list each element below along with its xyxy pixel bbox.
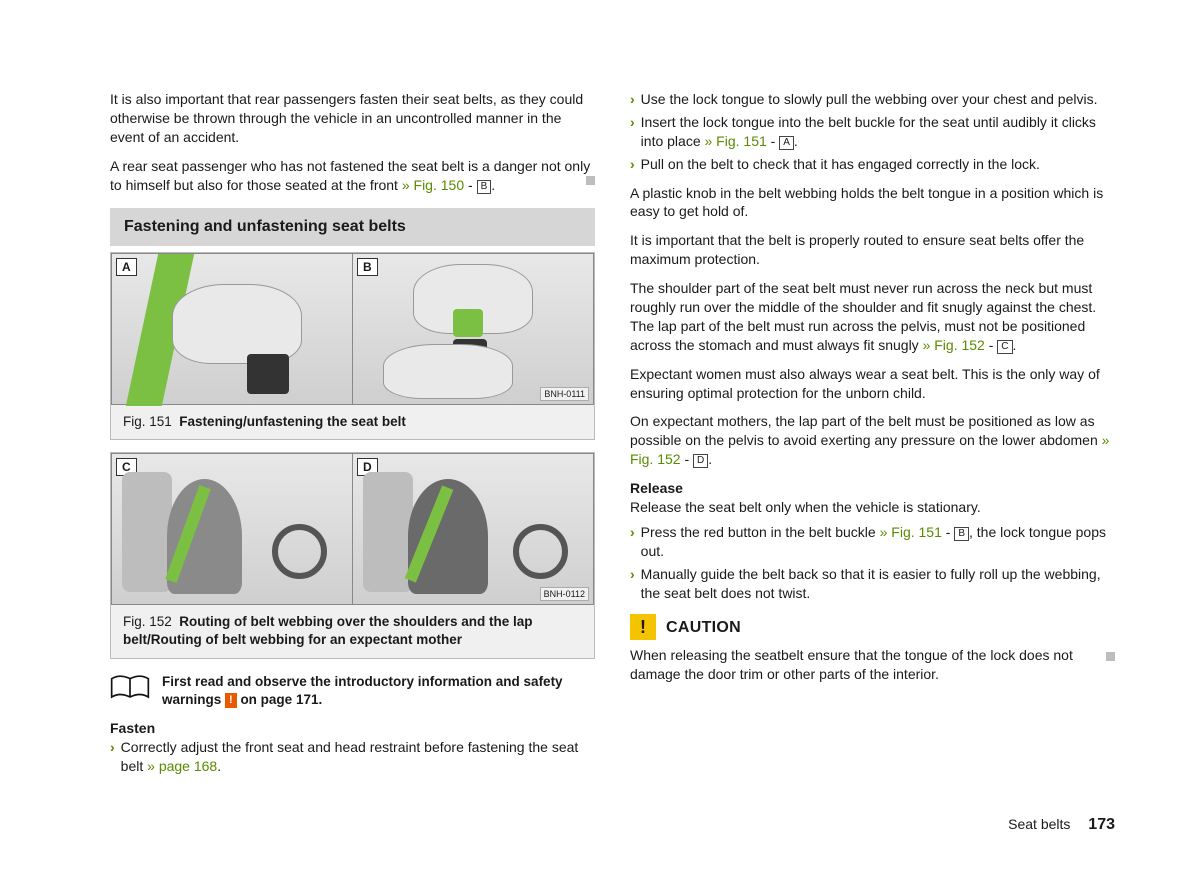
- fasten-step-1-text: Correctly adjust the front seat and head…: [121, 738, 595, 776]
- p2-end: .: [491, 177, 495, 193]
- p2-dash: -: [464, 177, 476, 193]
- bullet-insert-lock-tongue: › Insert the lock tongue into the belt b…: [630, 113, 1115, 151]
- bullet-pull-belt: › Pull on the belt to check that it has …: [630, 155, 1115, 174]
- intro-paragraph-1: It is also important that rear passenger…: [110, 90, 595, 147]
- page168-reference: » page 168: [147, 758, 217, 774]
- fig150-reference: » Fig. 150: [402, 177, 464, 193]
- fig151-letter-b: B: [954, 527, 969, 541]
- fig152-reference: » Fig. 152: [923, 337, 985, 353]
- figure-152-number: Fig. 152: [123, 614, 172, 629]
- bullet-3-text: Pull on the belt to check that it has en…: [641, 155, 1040, 174]
- p3-dash: -: [985, 337, 997, 353]
- warning-badge-icon: !: [225, 693, 237, 708]
- fig151-reference-2: » Fig. 151: [880, 524, 942, 540]
- p3-text: The shoulder part of the seat belt must …: [630, 280, 1096, 353]
- bullet-caret-icon: ›: [630, 565, 635, 603]
- read-first-part1: First read and observe the introductory …: [162, 674, 563, 707]
- paragraph-shoulder-lap: The shoulder part of the seat belt must …: [630, 279, 1115, 355]
- caution-text: When releasing the seatbelt ensure that …: [630, 646, 1115, 684]
- bullet-1-text: Use the lock tongue to slowly pull the w…: [641, 90, 1098, 109]
- panel-letter-a: A: [116, 258, 137, 276]
- bullet-caret-icon: ›: [630, 113, 635, 151]
- figure-152-title: Routing of belt webbing over the shoulde…: [123, 614, 533, 647]
- figure-151-number: Fig. 151: [123, 414, 172, 429]
- intro-paragraph-2: A rear seat passenger who has not fasten…: [110, 157, 595, 195]
- bullet-caret-icon: ›: [630, 90, 635, 109]
- bullet-caret-icon: ›: [630, 523, 635, 561]
- fig152-letter-d: D: [693, 454, 708, 468]
- left-column: It is also important that rear passenger…: [110, 90, 595, 780]
- figure-151-title: Fastening/unfastening the seat belt: [179, 414, 406, 429]
- read-first-notice: First read and observe the introductory …: [110, 673, 595, 709]
- read-first-text: First read and observe the introductory …: [162, 673, 595, 709]
- paragraph-expectant-routing: On expectant mothers, the lap part of th…: [630, 412, 1115, 469]
- fasten-step-1-end: .: [217, 758, 221, 774]
- r1-dash: -: [942, 524, 954, 540]
- paragraph-proper-routing: It is important that the belt is properl…: [630, 231, 1115, 269]
- fasten-subheading: Fasten: [110, 719, 595, 738]
- fig151-reference: » Fig. 151: [705, 133, 767, 149]
- release-step-guide-belt: › Manually guide the belt back so that i…: [630, 565, 1115, 603]
- bullet-2-text: Insert the lock tongue into the belt buc…: [641, 113, 1115, 151]
- figure-151-panel-b: B BNH-0111: [353, 253, 594, 405]
- figure-152-panel-c: C: [111, 453, 353, 605]
- release-intro: Release the seat belt only when the vehi…: [630, 498, 1115, 517]
- p3-end: .: [1013, 337, 1017, 353]
- figure-151-code: BNH-0111: [540, 387, 589, 401]
- panel-letter-b: B: [357, 258, 378, 276]
- p2-text: A rear seat passenger who has not fasten…: [110, 158, 590, 193]
- release-subheading: Release: [630, 479, 1115, 498]
- figure-152-panel-d: D BNH-0112: [353, 453, 594, 605]
- fig150-letter-b: B: [477, 180, 492, 194]
- p5-end: .: [708, 451, 712, 467]
- paragraph-expectant-women: Expectant women must also always wear a …: [630, 365, 1115, 403]
- release-step-2-text: Manually guide the belt back so that it …: [641, 565, 1115, 603]
- p5-dash: -: [681, 451, 693, 467]
- figure-152-panels: C D BNH-0112: [111, 453, 594, 605]
- caution-heading: ! CAUTION: [630, 614, 1115, 640]
- r1-text: Press the red button in the belt buckle: [641, 524, 880, 540]
- section-header-fastening: Fastening and unfastening seat belts: [110, 208, 595, 246]
- caution-label: CAUTION: [666, 617, 741, 639]
- figure-151-caption: Fig. 151 Fastening/unfastening the seat …: [111, 405, 594, 439]
- page-footer: Seat belts 173: [1008, 814, 1115, 836]
- figure-152-code: BNH-0112: [540, 587, 589, 601]
- step-caret-icon: ›: [110, 738, 115, 776]
- footer-section: Seat belts: [1008, 816, 1070, 832]
- b2-end: .: [794, 133, 798, 149]
- caution-icon: !: [630, 614, 656, 640]
- fasten-step-1: › Correctly adjust the front seat and he…: [110, 738, 595, 776]
- b2-dash: -: [767, 133, 779, 149]
- fig151-letter-a: A: [779, 136, 794, 150]
- bullet-use-lock-tongue: › Use the lock tongue to slowly pull the…: [630, 90, 1115, 109]
- figure-152-caption: Fig. 152 Routing of belt webbing over th…: [111, 605, 594, 657]
- right-column: › Use the lock tongue to slowly pull the…: [630, 90, 1115, 780]
- book-icon: [110, 673, 150, 706]
- figure-151: A B BNH-0111 Fig. 151 Fastening/unfasten…: [110, 252, 595, 440]
- release-step-1-text: Press the red button in the belt buckle …: [641, 523, 1115, 561]
- two-column-layout: It is also important that rear passenger…: [110, 90, 1115, 780]
- figure-151-panels: A B BNH-0111: [111, 253, 594, 405]
- bullet-caret-icon: ›: [630, 155, 635, 174]
- paragraph-plastic-knob: A plastic knob in the belt webbing holds…: [630, 184, 1115, 222]
- figure-151-panel-a: A: [111, 253, 353, 405]
- p5-text: On expectant mothers, the lap part of th…: [630, 413, 1102, 448]
- figure-152: C D BNH-0112 Fig. 152 Routing of belt we…: [110, 452, 595, 658]
- read-first-part2: on page 171.: [237, 692, 323, 707]
- release-step-press-button: › Press the red button in the belt buckl…: [630, 523, 1115, 561]
- section-end-marker: [586, 176, 595, 185]
- fig152-letter-c: C: [997, 340, 1012, 354]
- caution-body: When releasing the seatbelt ensure that …: [630, 647, 1073, 682]
- section-end-marker: [1106, 652, 1115, 661]
- footer-page-number: 173: [1088, 816, 1115, 833]
